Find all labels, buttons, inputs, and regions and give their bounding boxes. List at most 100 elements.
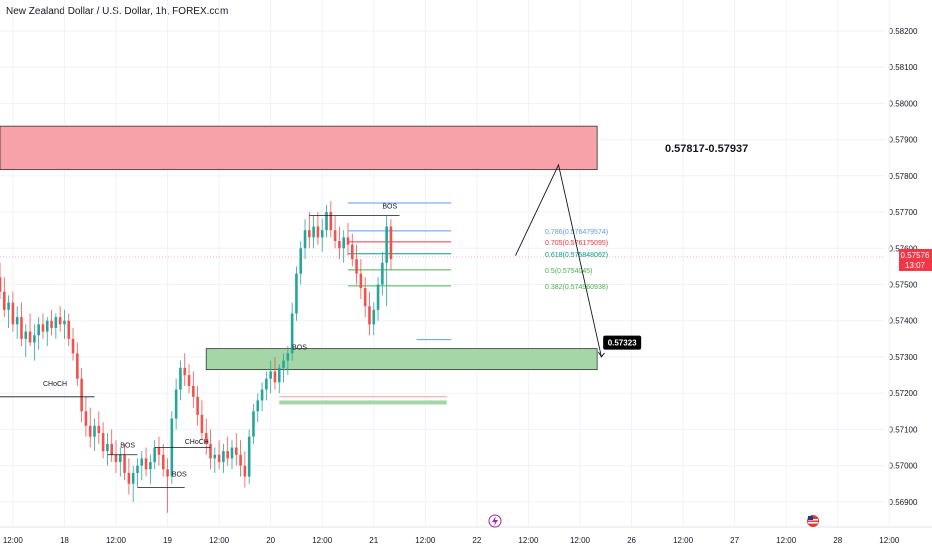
demand-zone-label: 0.57323	[608, 339, 637, 348]
demand-zone-price-tag	[603, 335, 642, 350]
candle-body	[290, 313, 294, 354]
flag-canton	[808, 516, 813, 520]
candle-body	[303, 230, 307, 249]
candle	[204, 418, 208, 455]
candle-body	[144, 458, 148, 470]
candle-body	[0, 277, 2, 292]
candle-body	[110, 443, 113, 455]
candle	[88, 407, 92, 448]
candle-body	[114, 454, 118, 463]
candle	[256, 393, 260, 423]
candle-body	[37, 324, 40, 336]
candle	[286, 346, 290, 376]
x-tick-label: 12:00	[570, 536, 591, 545]
candle-body	[346, 237, 350, 245]
candle	[350, 233, 354, 267]
candle	[222, 443, 225, 473]
candle-body	[247, 436, 251, 477]
candle-body	[123, 454, 126, 473]
candle	[80, 367, 83, 423]
candle-body	[325, 212, 328, 231]
candle	[230, 440, 234, 470]
candle	[131, 465, 135, 502]
x-tick-label: 12:00	[3, 536, 24, 545]
candle	[50, 309, 53, 336]
candle-body	[243, 465, 247, 477]
candle-body	[80, 378, 83, 412]
candle-body	[277, 367, 281, 383]
candle-body	[252, 411, 255, 437]
candle	[252, 404, 255, 444]
candle-body	[213, 454, 217, 459]
y-tick-label: 0.57800	[889, 172, 918, 181]
candle	[20, 302, 23, 347]
candle	[192, 371, 195, 408]
candle	[368, 291, 371, 336]
structure-label: BOS	[292, 345, 307, 352]
candle	[37, 317, 40, 350]
candle-body	[67, 320, 71, 339]
candle	[329, 201, 333, 238]
candle	[84, 396, 88, 437]
candle-body	[63, 320, 66, 325]
candle-body	[269, 371, 272, 379]
candle	[71, 327, 75, 361]
candle	[118, 447, 122, 477]
candle	[123, 443, 126, 481]
x-tick-label: 19	[163, 536, 172, 545]
candle	[217, 440, 221, 470]
candle-body	[273, 371, 277, 383]
candle	[338, 226, 341, 260]
us-flag-icon	[807, 515, 819, 527]
candle-body	[299, 248, 303, 274]
candle	[363, 277, 367, 318]
candle	[308, 212, 311, 249]
candle-body	[192, 385, 195, 397]
candle-body	[58, 317, 62, 325]
candle	[76, 342, 79, 386]
candle-body	[222, 451, 225, 463]
candle-body	[71, 338, 75, 354]
projection-arrowhead	[598, 351, 605, 358]
x-tick-label: 20	[266, 536, 275, 545]
candle-body	[200, 414, 204, 434]
candle	[15, 306, 19, 339]
x-tick-label: 12:00	[673, 536, 694, 545]
candle-body	[127, 472, 131, 484]
x-tick-label: 26	[627, 536, 636, 545]
y-tick-label: 0.57200	[889, 389, 918, 398]
candle-body	[179, 367, 182, 390]
candle-body	[45, 320, 49, 332]
candle-body	[174, 389, 178, 419]
candle	[196, 385, 199, 426]
candle	[166, 458, 169, 513]
candle	[226, 436, 229, 466]
x-tick-label: 12:00	[776, 536, 797, 545]
candle	[24, 324, 28, 357]
candle	[303, 219, 307, 260]
candle	[273, 356, 277, 390]
lightning-icon-bolt	[492, 516, 498, 526]
x-tick-label: 27	[730, 536, 739, 545]
x-tick-label: 12:00	[106, 536, 127, 545]
candle-body	[93, 425, 96, 437]
candle-body	[166, 469, 169, 477]
secondary-demand-strip	[279, 400, 447, 405]
candle-body	[97, 425, 101, 434]
candle	[239, 440, 242, 477]
structure-label: BOS	[120, 443, 135, 450]
candle-body	[372, 309, 376, 325]
candle-body	[338, 241, 341, 249]
candle	[106, 433, 109, 466]
x-tick-label: 12:00	[209, 536, 230, 545]
candle	[325, 204, 328, 238]
candle-body	[376, 284, 380, 310]
candle	[41, 313, 45, 339]
y-tick-label: 0.57600	[889, 244, 918, 253]
supply-zone-label: 0.57817-0.57937	[665, 143, 748, 155]
candle	[355, 244, 358, 285]
candle	[11, 291, 15, 332]
fib-level-label: 0.618(0.575848062)	[545, 252, 608, 259]
candle	[140, 451, 144, 481]
